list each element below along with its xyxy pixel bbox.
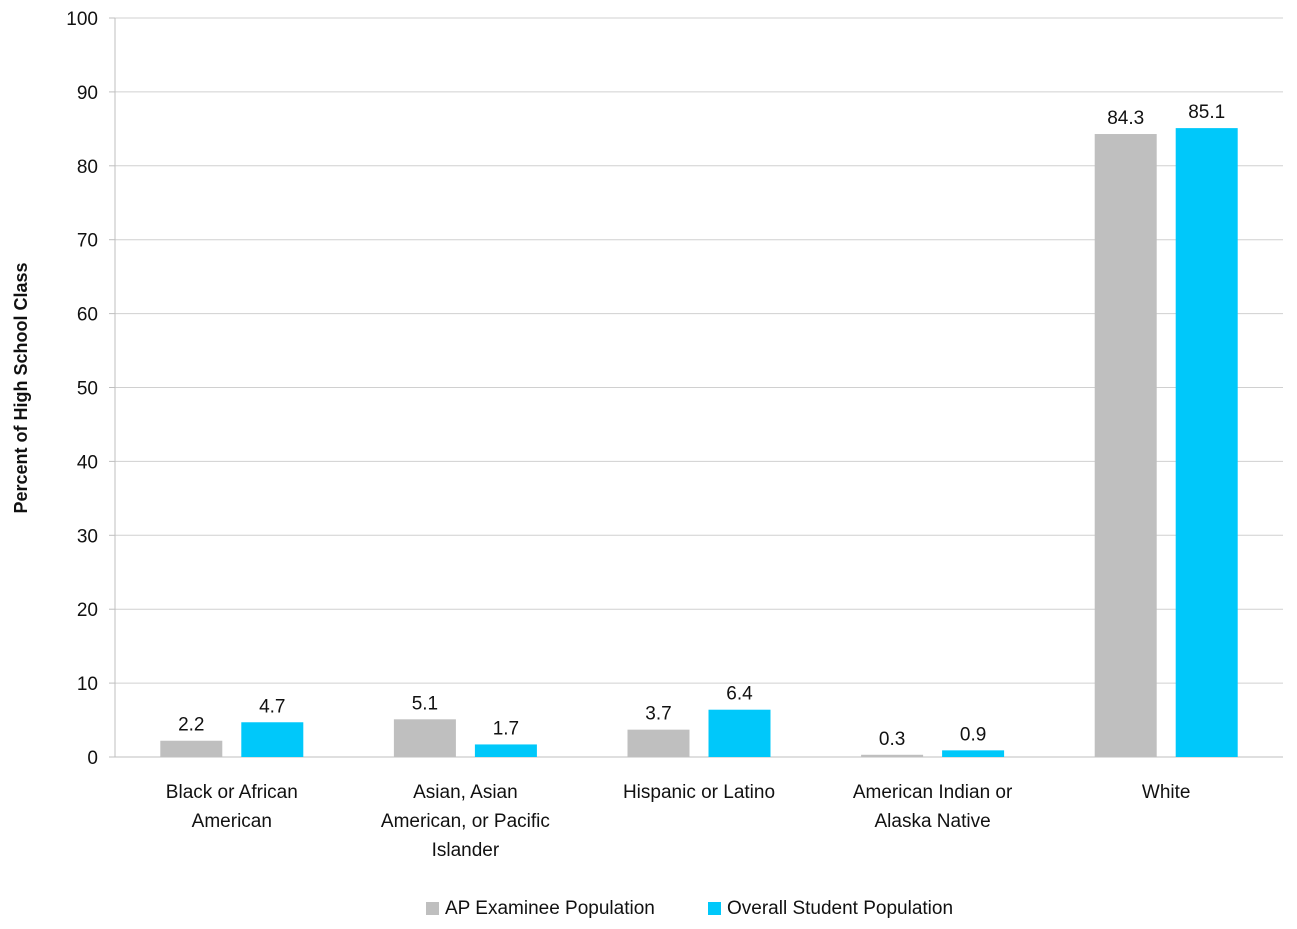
bars: [160, 128, 1238, 758]
bar: [1094, 134, 1157, 757]
gridlines: [115, 17, 1283, 684]
y-axis-title: Percent of High School Class: [11, 262, 31, 513]
y-tick-label: 40: [77, 452, 98, 473]
bar: [708, 709, 771, 757]
y-tick-label: 50: [77, 379, 98, 400]
bar: [1175, 128, 1238, 758]
bar: [861, 754, 924, 757]
bar-value-label: 2.2: [178, 715, 204, 736]
bar-value-label: 0.3: [879, 729, 905, 750]
y-tick-label: 90: [77, 83, 98, 104]
bar: [627, 729, 690, 757]
bar-value-label: 1.7: [493, 718, 519, 739]
y-tick-label: 10: [77, 674, 98, 695]
data-labels: 2.2 4.7 5.1 1.7 3.7 6.4 0.3 0.9 84.3 85.1: [178, 102, 1225, 750]
y-tick-label: 30: [77, 526, 98, 547]
y-tick-label: 70: [77, 231, 98, 252]
x-category-label: Asian, Asian American, or Pacific Islander: [381, 782, 550, 861]
bar-value-label: 4.7: [259, 696, 285, 717]
legend-swatch: [426, 902, 439, 915]
bar: [160, 740, 223, 757]
category-labels: Black or African American Asian, Asian Amer…: [166, 782, 1191, 861]
y-tick-label: 80: [77, 157, 98, 178]
y-tick-label: 100: [66, 9, 98, 30]
y-tick-label: 20: [77, 600, 98, 621]
y-tick-label: 60: [77, 305, 98, 326]
legend-label: Overall Student Population: [727, 898, 953, 919]
bar-value-label: 84.3: [1107, 108, 1144, 129]
bar-value-label: 0.9: [960, 724, 986, 745]
bar: [474, 744, 537, 757]
legend-label: AP Examinee Population: [445, 898, 655, 919]
legend: AP Examinee Population Overall Student Po…: [426, 898, 953, 919]
bar-value-label: 5.1: [412, 693, 438, 714]
x-category-label: Hispanic or Latino: [623, 782, 775, 803]
axes: 0 10 20 30 40 50 60 70 80 90 100: [66, 9, 1283, 769]
bar: [241, 722, 304, 757]
bar-value-label: 85.1: [1188, 102, 1225, 123]
x-category-label: American Indian or Alaska Native: [853, 782, 1013, 832]
bar-value-label: 3.7: [645, 704, 671, 725]
bar: [393, 719, 456, 757]
bar-value-label: 6.4: [726, 684, 753, 705]
bar: [942, 750, 1005, 757]
x-category-label: Black or African American: [166, 782, 298, 832]
x-category-label: White: [1142, 782, 1191, 803]
legend-swatch: [708, 902, 721, 915]
y-tick-label: 0: [87, 748, 98, 769]
